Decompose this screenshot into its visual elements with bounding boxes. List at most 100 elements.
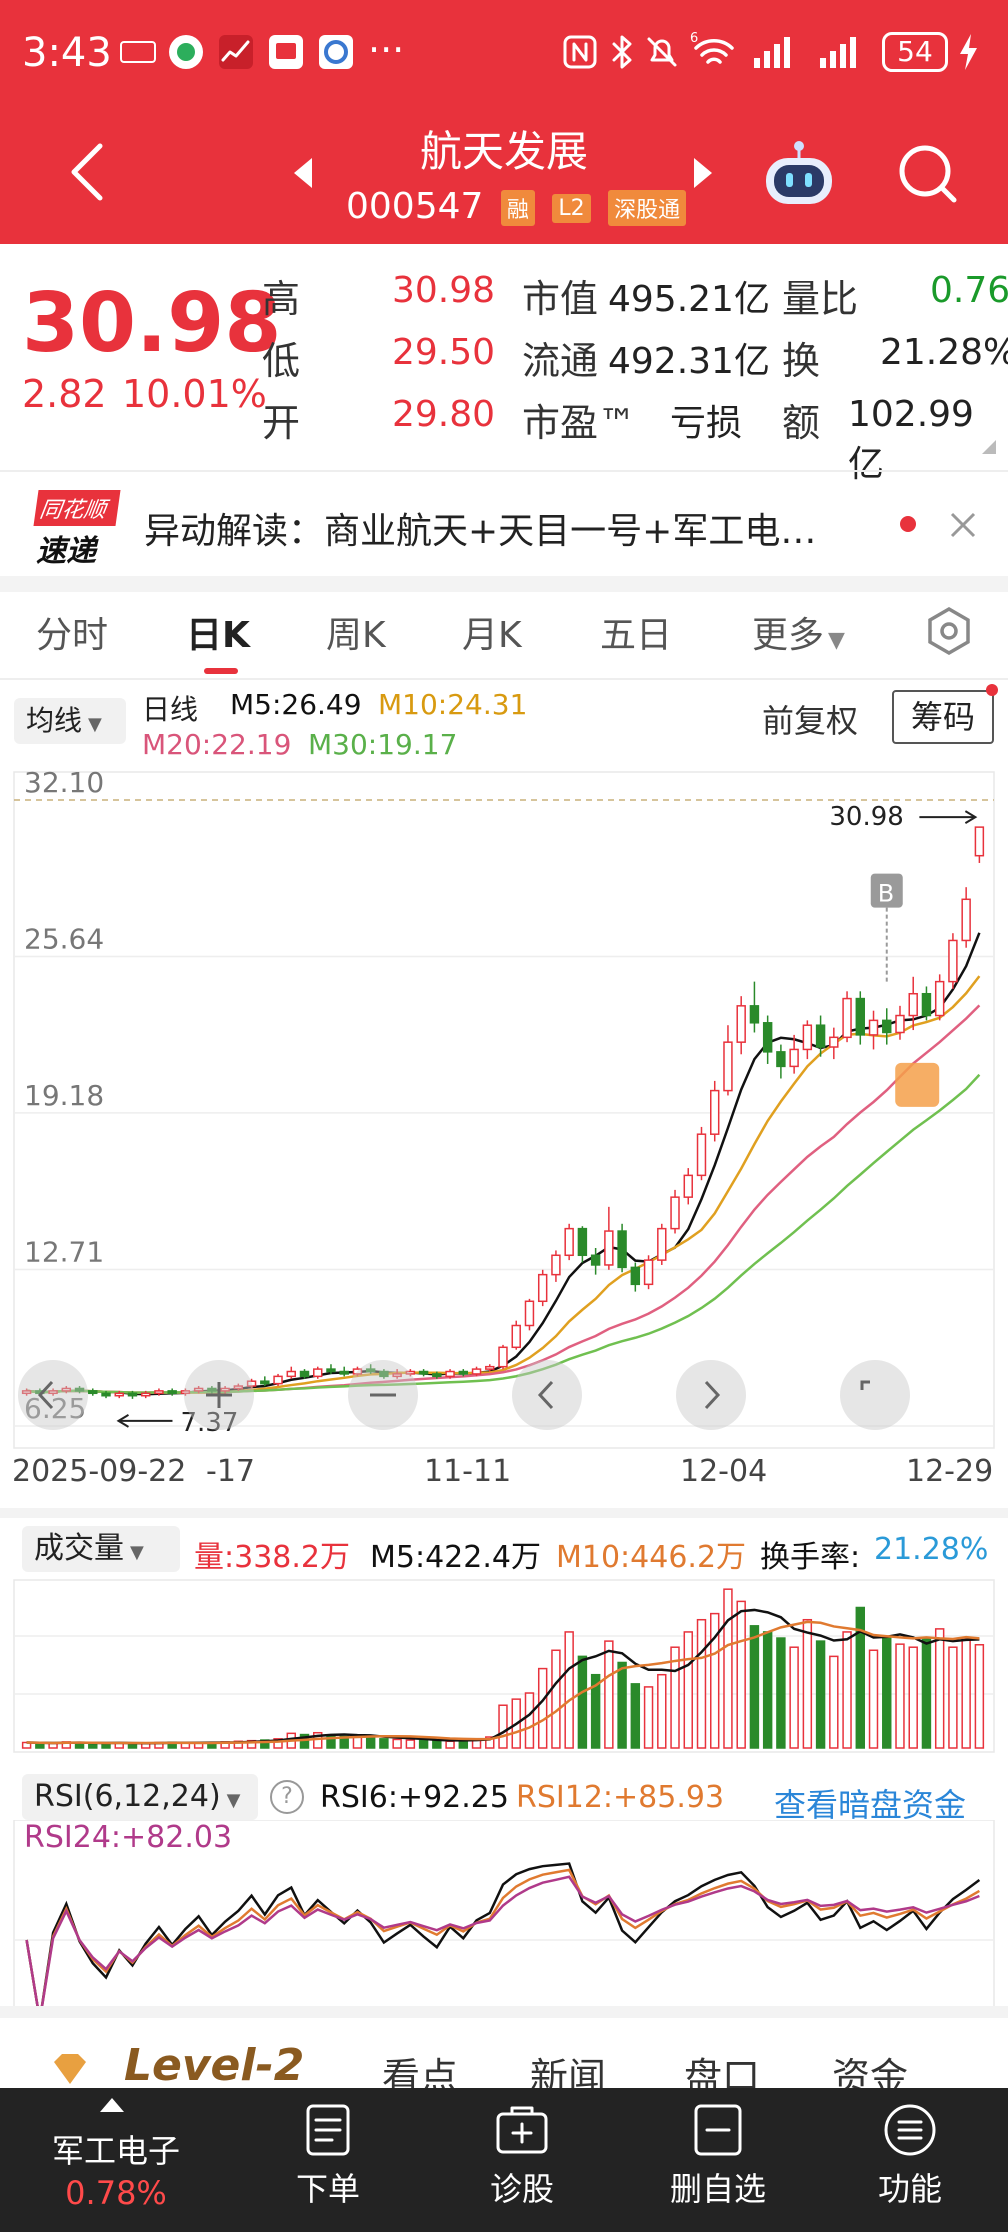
app-header: 3:43 ··· 6 <box>0 0 1008 244</box>
volume-bar <box>762 1631 773 1749</box>
candle-body <box>723 1041 733 1092</box>
volume-bar <box>882 1637 892 1749</box>
close-icon[interactable] <box>948 510 978 540</box>
candle-body <box>167 1390 177 1395</box>
divider <box>0 470 1008 472</box>
expand-up-icon[interactable] <box>100 2098 124 2112</box>
adjustment-mode[interactable]: 前复权 <box>762 702 859 740</box>
candle-body <box>458 1370 469 1375</box>
ai-assistant-robot-icon[interactable] <box>762 138 836 208</box>
bluetooth-icon <box>608 34 638 70</box>
previous-stock-arrow[interactable] <box>292 156 316 190</box>
candle-body <box>908 992 918 1017</box>
functions-menu-icon[interactable] <box>882 2102 938 2158</box>
tab-weekly-k[interactable]: 周K <box>326 615 386 656</box>
tab-timeshare[interactable]: 分时 <box>36 615 109 656</box>
nav-functions[interactable]: 功能 <box>877 2170 942 2208</box>
candle-body <box>485 1365 495 1370</box>
volume-bar <box>948 1646 958 1749</box>
candle-body <box>643 1259 654 1286</box>
chart-settings-icon[interactable] <box>924 606 974 656</box>
volume-chart[interactable] <box>0 1578 1008 1754</box>
candle-body <box>537 1273 548 1303</box>
rsi-indicator-select[interactable]: RSI(6,12,24) ▼ <box>22 1774 258 1820</box>
candle-body <box>74 1387 85 1392</box>
candle-body <box>379 1370 389 1378</box>
candle-body <box>710 1089 720 1135</box>
period-label: 日线 <box>142 693 199 726</box>
level2-crown-icon <box>52 2050 88 2086</box>
order-icon[interactable] <box>300 2102 356 2158</box>
nav-order[interactable]: 下单 <box>295 2170 360 2208</box>
candle-body <box>577 1227 588 1257</box>
help-icon[interactable]: ? <box>270 1780 304 1814</box>
volume-indicator-select[interactable]: 成交量 ▼ <box>22 1526 180 1572</box>
nav-remove-watchlist[interactable]: 删自选 <box>669 2170 766 2208</box>
news-headline[interactable]: 异动解读：商业航天+天目一号+军工电… <box>144 511 817 552</box>
chevron-down-icon: ▼ <box>828 628 845 653</box>
volume-bar <box>696 1618 707 1749</box>
volume-bar <box>855 1606 866 1749</box>
candle-body <box>974 826 985 857</box>
volume-bar <box>934 1628 945 1749</box>
scroll-left-button[interactable] <box>512 1360 582 1430</box>
scroll-right-button[interactable] <box>676 1360 746 1430</box>
back-button[interactable] <box>66 142 110 202</box>
tab-monthly-k[interactable]: 月K <box>462 615 522 656</box>
volume-bar <box>485 1736 495 1749</box>
price-axis-label: 25.64 <box>24 922 104 955</box>
search-icon[interactable] <box>898 144 958 204</box>
volume-bar <box>842 1631 852 1749</box>
volume-bar <box>577 1655 588 1749</box>
chevron-down-icon: ▼ <box>88 714 102 735</box>
next-stock-arrow[interactable] <box>690 156 714 190</box>
market-cap-value: 495.21亿 <box>608 279 770 320</box>
charging-icon <box>956 32 980 72</box>
bottom-navigation: 军工电子 0.78% 下单 诊股 删自选 功能 <box>0 2088 1008 2232</box>
candle-body <box>101 1392 111 1397</box>
red-app-icon <box>268 34 304 70</box>
scroll-left-fast-button[interactable] <box>18 1360 88 1430</box>
mute-icon <box>644 34 680 70</box>
ma10-label: M10:24.31 <box>378 688 528 721</box>
candle-body <box>736 1005 746 1043</box>
sector-name[interactable]: 军工电子 <box>51 2132 180 2170</box>
date-tick: 11-11 <box>424 1454 512 1489</box>
candle-body <box>260 1380 270 1385</box>
indicator-select[interactable]: 均线 ▼ <box>14 698 126 744</box>
remove-watchlist-icon[interactable] <box>690 2102 746 2158</box>
level2-tab[interactable]: Level-2 <box>124 2040 305 2091</box>
fullscreen-button[interactable] <box>840 1360 910 1430</box>
rsi-chart[interactable] <box>0 1820 1008 2010</box>
volume-bar <box>551 1649 561 1749</box>
volume-bar <box>445 1740 455 1749</box>
volume-bar <box>405 1739 416 1749</box>
volume-bar <box>379 1738 389 1749</box>
volume-bar <box>683 1631 693 1749</box>
candle-body <box>326 1368 336 1373</box>
buy-signal-badge <box>870 873 903 908</box>
stock-code-row: 000547 融 L2 深股通 <box>346 186 687 227</box>
chips-button[interactable]: 筹码 <box>892 690 994 744</box>
candle-body <box>114 1392 124 1397</box>
network-generation: 6 <box>690 31 698 46</box>
news-logo-line1: 同花顺 <box>33 490 121 526</box>
zoom-out-button[interactable] <box>348 1360 418 1430</box>
zoom-in-button[interactable] <box>184 1360 254 1430</box>
amount-label: 额 <box>782 401 821 445</box>
high-value: 30.98 <box>392 270 496 311</box>
nav-diagnose[interactable]: 诊股 <box>489 2170 554 2208</box>
volume-bar <box>868 1649 879 1749</box>
tab-more[interactable]: 更多 ▼ <box>752 606 845 658</box>
diagnose-icon[interactable] <box>494 2102 550 2158</box>
candle-body <box>551 1254 561 1276</box>
dark-pool-link[interactable]: 查看暗盘资金 <box>774 1786 967 1824</box>
app-notification-icon <box>120 38 156 66</box>
tab-daily-k[interactable]: 日K <box>186 615 250 656</box>
candle-body <box>749 1005 760 1024</box>
expand-corner-icon[interactable] <box>982 440 996 454</box>
candlestick-chart[interactable]: 32.10 25.64 19.18 12.71 6.25 30.98 7.37 B <box>0 760 1008 1450</box>
float-cap-label: 流通 <box>522 339 599 383</box>
tab-five-day[interactable]: 五日 <box>600 615 673 656</box>
low-marker-arrowhead <box>116 1414 129 1428</box>
